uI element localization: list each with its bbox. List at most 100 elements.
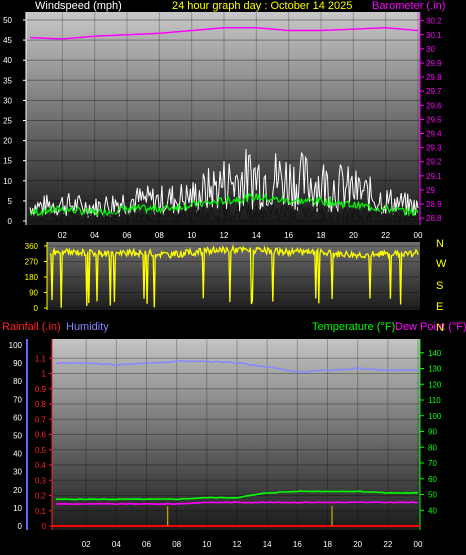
temperature-tick-label: 110: [428, 396, 441, 405]
barometer-axis-title: Barometer (.in): [372, 0, 445, 12]
rain-tick-label: 0.3: [35, 476, 47, 485]
barometer-tick-label: 29.4: [426, 130, 442, 139]
wind-hour-tick: 16: [284, 231, 293, 240]
humidity-tick-label: 60: [13, 413, 22, 422]
barometer-line: [29, 26, 419, 40]
barometer-tick-label: 29: [426, 186, 435, 195]
temp-hour-tick: 20: [353, 540, 362, 549]
wind-tick-label: 25: [3, 117, 12, 126]
humidity-tick-label: 80: [13, 377, 22, 386]
page-title: 24 hour graph day : October 14 2025: [172, 0, 352, 12]
rain-tick-label: 0.2: [35, 492, 47, 501]
wind-tick-label: 50: [3, 16, 12, 25]
rain-tick-label: 1.1: [35, 354, 47, 363]
rain-tick-label: 0.7: [35, 415, 47, 424]
wind-tick-label: 15: [3, 157, 12, 166]
temperature-tick-label: 100: [428, 412, 442, 421]
humidity-axis-title: Humidity: [66, 321, 109, 333]
barometer-tick-label: 29.3: [426, 144, 442, 153]
wind-hour-tick: 06: [123, 231, 132, 240]
barometer-tick-label: 29.9: [426, 59, 442, 68]
barometer-tick-label: 29.7: [426, 87, 442, 96]
compass-label: S: [436, 280, 443, 292]
dewpoint-axis-title: Dew Point (°F): [395, 321, 466, 333]
windspeed-line: [29, 148, 419, 218]
rain-tick-label: 0: [42, 522, 47, 531]
direction-panel-background: [47, 242, 420, 310]
direction-tick-label: 360: [25, 242, 39, 251]
temp-hour-tick: 16: [293, 540, 302, 549]
rain-tick-label: 1: [42, 370, 47, 379]
barometer-tick-label: 28.8: [426, 214, 442, 223]
wind-hour-tick: 12: [220, 231, 229, 240]
barometer-tick-label: 30.2: [426, 17, 442, 26]
wind-tick-label: 0: [8, 217, 13, 226]
humidity-tick-label: 10: [13, 504, 22, 513]
wind-tick-label: 20: [3, 137, 12, 146]
temp-hour-tick: 10: [202, 540, 211, 549]
compass-label: N: [436, 322, 444, 334]
wind-hour-tick: 08: [155, 231, 164, 240]
humidity-tick-label: 70: [13, 395, 22, 404]
temp-hour-tick: 04: [112, 540, 121, 549]
wind-hour-tick: 10: [187, 231, 196, 240]
temperature-tick-label: 90: [428, 428, 437, 437]
compass-label: E: [436, 301, 443, 313]
temperature-tick-label: 80: [428, 443, 437, 452]
wind-hour-tick: 20: [349, 231, 358, 240]
barometer-tick-label: 29.2: [426, 158, 442, 167]
temp-hour-tick: 00: [414, 540, 423, 549]
wind-tick-label: 30: [3, 96, 12, 105]
direction-tick-label: 180: [25, 273, 39, 282]
barometer-tick-label: 30: [426, 45, 435, 54]
temperature-tick-label: 130: [428, 365, 442, 374]
direction-tick-label: 0: [34, 304, 39, 313]
temp-hour-tick: 06: [142, 540, 151, 549]
compass-label: W: [436, 258, 447, 270]
temperature-line: [55, 490, 419, 501]
wind-direction-line: [49, 244, 419, 308]
wind-tick-label: 10: [3, 177, 12, 186]
temperature-tick-label: 120: [428, 380, 442, 389]
humidity-tick-label: 0: [18, 522, 23, 531]
compass-label: N: [436, 238, 444, 250]
humidity-tick-label: 20: [13, 486, 22, 495]
temp-hour-tick: 02: [82, 540, 91, 549]
rain-axis-title: Rainfall (.in): [2, 321, 61, 333]
rain-tick-label: 0.1: [35, 507, 47, 516]
rain-tick-label: 0.5: [35, 446, 47, 455]
wind-hour-tick: 00: [414, 231, 423, 240]
barometer-tick-label: 29.8: [426, 73, 442, 82]
barometer-tick-label: 29.6: [426, 101, 442, 110]
rain-tick-label: 0.8: [35, 400, 47, 409]
temp-hour-tick: 22: [383, 540, 392, 549]
rain-tick-label: 0.9: [35, 385, 47, 394]
temperature-tick-label: 50: [428, 491, 437, 500]
direction-tick-label: 90: [29, 289, 38, 298]
wind-lull-line: [29, 201, 419, 223]
wind-axis-title: Windspeed (mph): [35, 0, 122, 12]
temp-hour-tick: 12: [233, 540, 242, 549]
dewpoint-line: [55, 501, 419, 506]
temperature-axis-title: Temperature (°F): [312, 321, 395, 333]
humidity-tick-label: 50: [13, 432, 22, 441]
temperature-tick-label: 70: [428, 459, 437, 468]
wind-hour-tick: 18: [317, 231, 326, 240]
wind-tick-label: 40: [3, 56, 12, 65]
wind-hour-tick: 04: [90, 231, 99, 240]
wind-tick-label: 35: [3, 76, 12, 85]
temp-hour-tick: 18: [323, 540, 332, 549]
wind-tick-label: 5: [8, 197, 13, 206]
barometer-tick-label: 29.5: [426, 115, 442, 124]
barometer-tick-label: 30.1: [426, 31, 442, 40]
wind-panel-background: [26, 12, 420, 225]
temp-hour-tick: 14: [263, 540, 272, 549]
barometer-tick-label: 28.9: [426, 200, 442, 209]
temperature-tick-label: 60: [428, 475, 437, 484]
humidity-tick-label: 30: [13, 468, 22, 477]
temperature-tick-label: 40: [428, 506, 437, 515]
wind-average-line: [29, 192, 419, 218]
rain-tick-label: 0.4: [35, 461, 47, 470]
